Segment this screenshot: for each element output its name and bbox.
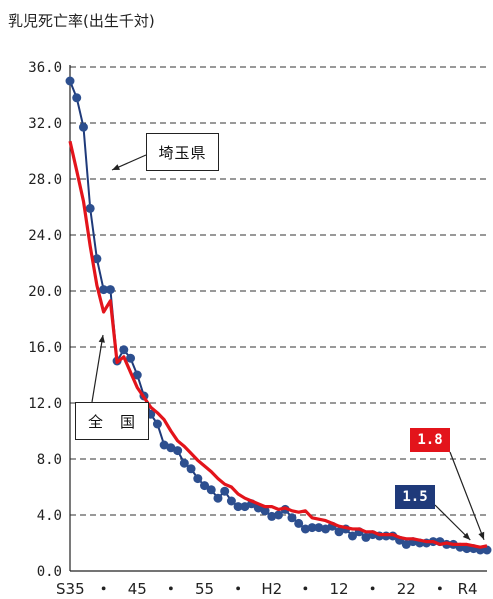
y-tick-label: 36.0 [28,60,62,76]
data-point-saitama [65,76,75,86]
y-tick-label: 28.0 [28,172,62,188]
data-point-saitama [300,524,310,534]
data-point-saitama [126,353,136,363]
data-point-saitama [240,502,250,512]
national-callout-label: 全 国 [87,412,136,431]
data-point-saitama [294,518,304,528]
y-tick-label: 32.0 [28,116,62,132]
y-tick-label: 4.0 [37,508,62,524]
saitama-latest-arrow-head [462,532,471,540]
data-point-saitama [166,443,176,453]
data-point-saitama [347,531,357,541]
data-point-saitama [78,122,88,132]
data-point-saitama [361,532,371,542]
x-tick-label: ・ [365,580,380,598]
data-point-saitama [99,285,109,295]
chart-title: 乳児死亡率(出生千対) [8,12,155,30]
data-point-saitama [401,539,411,549]
data-point-saitama [334,527,344,537]
data-point-saitama [233,502,243,512]
saitama-callout: 埼玉県 [146,133,219,171]
x-tick-label: 22 [397,580,416,598]
data-point-saitama [220,486,230,496]
y-tick-label: 16.0 [28,340,62,356]
national-callout-arrow-head [98,335,105,343]
x-tick-label: S35 [56,580,85,598]
x-tick-label: 55 [195,580,214,598]
saitama-latest-value: 1.5 [402,489,428,505]
national-latest-arrow [449,451,485,541]
data-point-saitama [274,510,283,520]
saitama-latest-arrow [434,504,471,541]
y-tick-label: 24.0 [28,228,62,244]
x-tick-label: ・ [231,580,246,598]
series-line-national [68,140,488,549]
data-point-saitama [226,496,236,506]
series-line-saitama [69,80,487,551]
national-latest-badge: 1.8 [410,428,450,452]
x-tick-label: ・ [96,580,111,598]
national-latest-arrow-head [478,531,485,540]
x-tick-label: ・ [432,580,447,598]
data-point-saitama [173,446,183,456]
data-point-saitama [92,254,102,264]
data-point-saitama [267,511,277,521]
y-tick-label: 20.0 [28,284,62,300]
data-point-saitama [193,474,203,484]
x-tick-label: 45 [128,580,147,598]
saitama-callout-label: 埼玉県 [158,143,207,162]
data-point-saitama [287,513,297,523]
data-point-saitama [213,493,223,503]
data-point-saitama [307,523,317,533]
national-callout: 全 国 [75,402,149,440]
national-callout-arrow [91,334,104,403]
x-tick-label: ・ [163,580,178,598]
data-point-saitama [132,370,142,380]
data-point-saitama [200,481,210,491]
x-tick-label: H2 [261,580,282,598]
data-point-saitama [85,203,95,213]
x-tick-label: 12 [329,580,348,598]
data-point-saitama [152,419,162,429]
x-tick-label: R4 [458,580,478,598]
data-point-saitama [321,524,331,534]
data-point-saitama [314,523,324,533]
data-point-saitama [179,458,189,468]
x-tick-label: ・ [298,580,313,598]
data-point-saitama [72,93,82,103]
national-latest-value: 1.8 [417,432,443,448]
y-tick-label: 8.0 [37,452,62,468]
data-point-saitama [119,345,129,355]
y-tick-label: 12.0 [28,396,62,412]
data-point-saitama [260,506,270,516]
data-point-saitama [159,440,169,450]
saitama-callout-arrow-head [112,164,120,170]
data-point-saitama [186,464,196,474]
data-point-saitama [105,285,115,295]
y-tick-label: 0.0 [37,564,62,580]
saitama-latest-badge: 1.5 [395,485,435,509]
data-point-saitama [206,485,216,495]
